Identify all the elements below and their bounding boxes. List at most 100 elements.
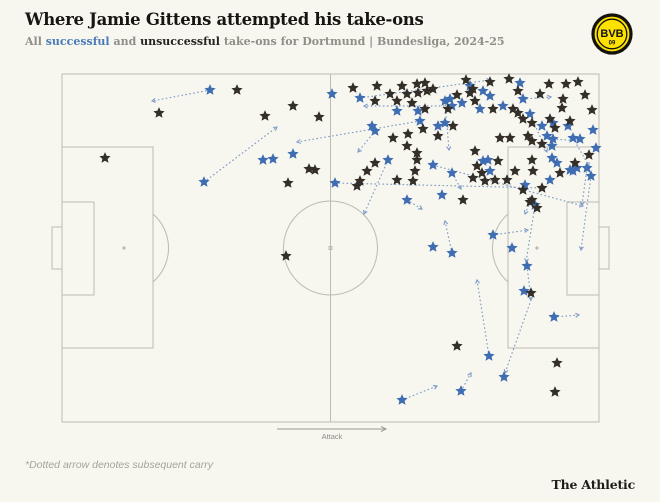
takeon-star-unsuccessful <box>401 140 413 151</box>
carry-arrow <box>295 120 421 144</box>
takeon-star-unsuccessful <box>560 78 572 89</box>
carry-arrow <box>334 182 547 191</box>
publisher-credit: The Athletic <box>551 477 636 492</box>
right-six-yard-box <box>566 201 600 296</box>
carry-arrow <box>443 219 453 254</box>
takeon-star-successful <box>567 165 579 176</box>
takeon-star-unsuccessful <box>531 202 543 213</box>
carry-arrowhead <box>467 372 472 378</box>
takeon-star-successful <box>562 120 574 131</box>
takeon-star-successful <box>487 229 499 240</box>
takeon-star-successful <box>369 125 381 136</box>
takeon-star-successful <box>587 124 599 135</box>
carry-arrow <box>524 204 536 264</box>
carry-arrowhead <box>417 205 423 210</box>
takeon-star-successful <box>484 90 496 101</box>
takeon-star-successful <box>482 154 494 165</box>
takeon-star-successful <box>574 133 586 144</box>
takeon-star-successful <box>546 152 558 163</box>
carry-arrowhead <box>524 227 530 233</box>
takeon-star-unsuccessful <box>280 250 292 261</box>
footnote: *Dotted arrow denotes subsequent carry <box>25 459 213 471</box>
carry-arrow <box>363 159 389 216</box>
takeon-star-unsuccessful <box>391 174 403 185</box>
takeon-star-unsuccessful <box>287 100 299 111</box>
takeon-star-successful <box>517 93 529 104</box>
takeon-star-unsuccessful <box>153 107 165 118</box>
left-penalty-arc <box>152 213 170 283</box>
carry-arrow <box>578 175 592 252</box>
takeon-star-unsuccessful <box>554 167 566 178</box>
carry-arrowhead <box>443 219 449 225</box>
takeon-star-unsuccessful <box>544 113 556 124</box>
takeon-star-successful <box>521 260 533 271</box>
takeon-star-unsuccessful <box>501 174 513 185</box>
takeon-star-unsuccessful <box>407 175 419 186</box>
center-spot <box>328 246 333 250</box>
takeon-star-unsuccessful <box>411 154 423 165</box>
carry-arrow <box>150 89 211 103</box>
takeon-star-unsuccessful <box>231 84 243 95</box>
subtitle: All successful and unsuccessful take-ons… <box>25 35 505 48</box>
takeon-star-successful <box>506 242 518 253</box>
takeon-star-unsuccessful <box>569 157 581 168</box>
carry-arrowhead <box>578 246 584 252</box>
badge-outer-ring <box>591 13 633 55</box>
takeon-star-unsuccessful <box>427 83 439 94</box>
takeon-star-successful <box>444 93 456 104</box>
takeon-star-unsuccessful <box>401 88 413 99</box>
takeon-star-unsuccessful <box>467 172 479 183</box>
takeon-star-unsuccessful <box>512 85 524 96</box>
subtitle-successful-label: successful <box>45 35 110 48</box>
takeon-star-unsuccessful <box>469 145 481 156</box>
carry-arrowhead <box>295 139 301 144</box>
takeon-star-unsuccessful <box>451 340 463 351</box>
takeon-star-successful <box>204 84 216 95</box>
takeon-star-unsuccessful <box>460 74 472 85</box>
takeon-star-unsuccessful <box>512 107 524 118</box>
takeon-star-unsuccessful <box>534 88 546 99</box>
carry-arrowhead <box>357 148 362 153</box>
takeon-star-unsuccessful <box>586 104 598 115</box>
takeon-star-successful <box>474 103 486 114</box>
carry-arrowhead <box>150 97 156 103</box>
takeon-star-unsuccessful <box>526 117 538 128</box>
badge-club-text: BVB <box>600 28 623 40</box>
takeon-star-successful <box>548 311 560 322</box>
takeon-star-unsuccessful <box>536 182 548 193</box>
takeon-star-successful <box>329 177 341 188</box>
carry-arrow <box>579 167 588 207</box>
carry-arrow <box>492 227 530 236</box>
center-circle <box>283 200 378 296</box>
takeon-star-successful <box>497 100 509 111</box>
takeon-star-unsuccessful <box>417 123 429 134</box>
takeon-star-successful <box>326 88 338 99</box>
badge-number-text: 09 <box>609 41 616 47</box>
carry-arrow <box>460 372 472 392</box>
takeon-star-unsuccessful <box>99 152 111 163</box>
takeon-star-unsuccessful <box>391 95 403 106</box>
attack-direction-arrow <box>277 426 388 432</box>
carry-arrowhead <box>523 209 529 216</box>
takeon-star-unsuccessful <box>583 149 595 160</box>
takeon-star-successful <box>382 154 394 165</box>
carry-arrow <box>522 94 553 100</box>
takeon-star-successful <box>524 108 536 119</box>
takeon-star-successful <box>477 85 489 96</box>
takeon-star-successful <box>547 133 559 144</box>
takeon-star-successful <box>391 105 403 116</box>
takeon-star-unsuccessful <box>536 138 548 149</box>
takeon-star-unsuccessful <box>469 95 481 106</box>
right-penalty-spot <box>535 246 539 250</box>
carry-arrowhead <box>363 209 368 216</box>
takeon-star-successful <box>581 162 593 173</box>
takeon-star-unsuccessful <box>504 132 516 143</box>
carry-arrowhead <box>547 94 553 100</box>
carry-arrow <box>475 278 490 357</box>
takeon-star-successful <box>396 394 408 405</box>
right-goal <box>598 226 610 270</box>
subtitle-unsuccessful-label: unsuccessful <box>140 35 220 48</box>
takeon-star-unsuccessful <box>419 77 431 88</box>
takeon-star-unsuccessful <box>411 78 423 89</box>
takeon-star-unsuccessful <box>384 88 396 99</box>
